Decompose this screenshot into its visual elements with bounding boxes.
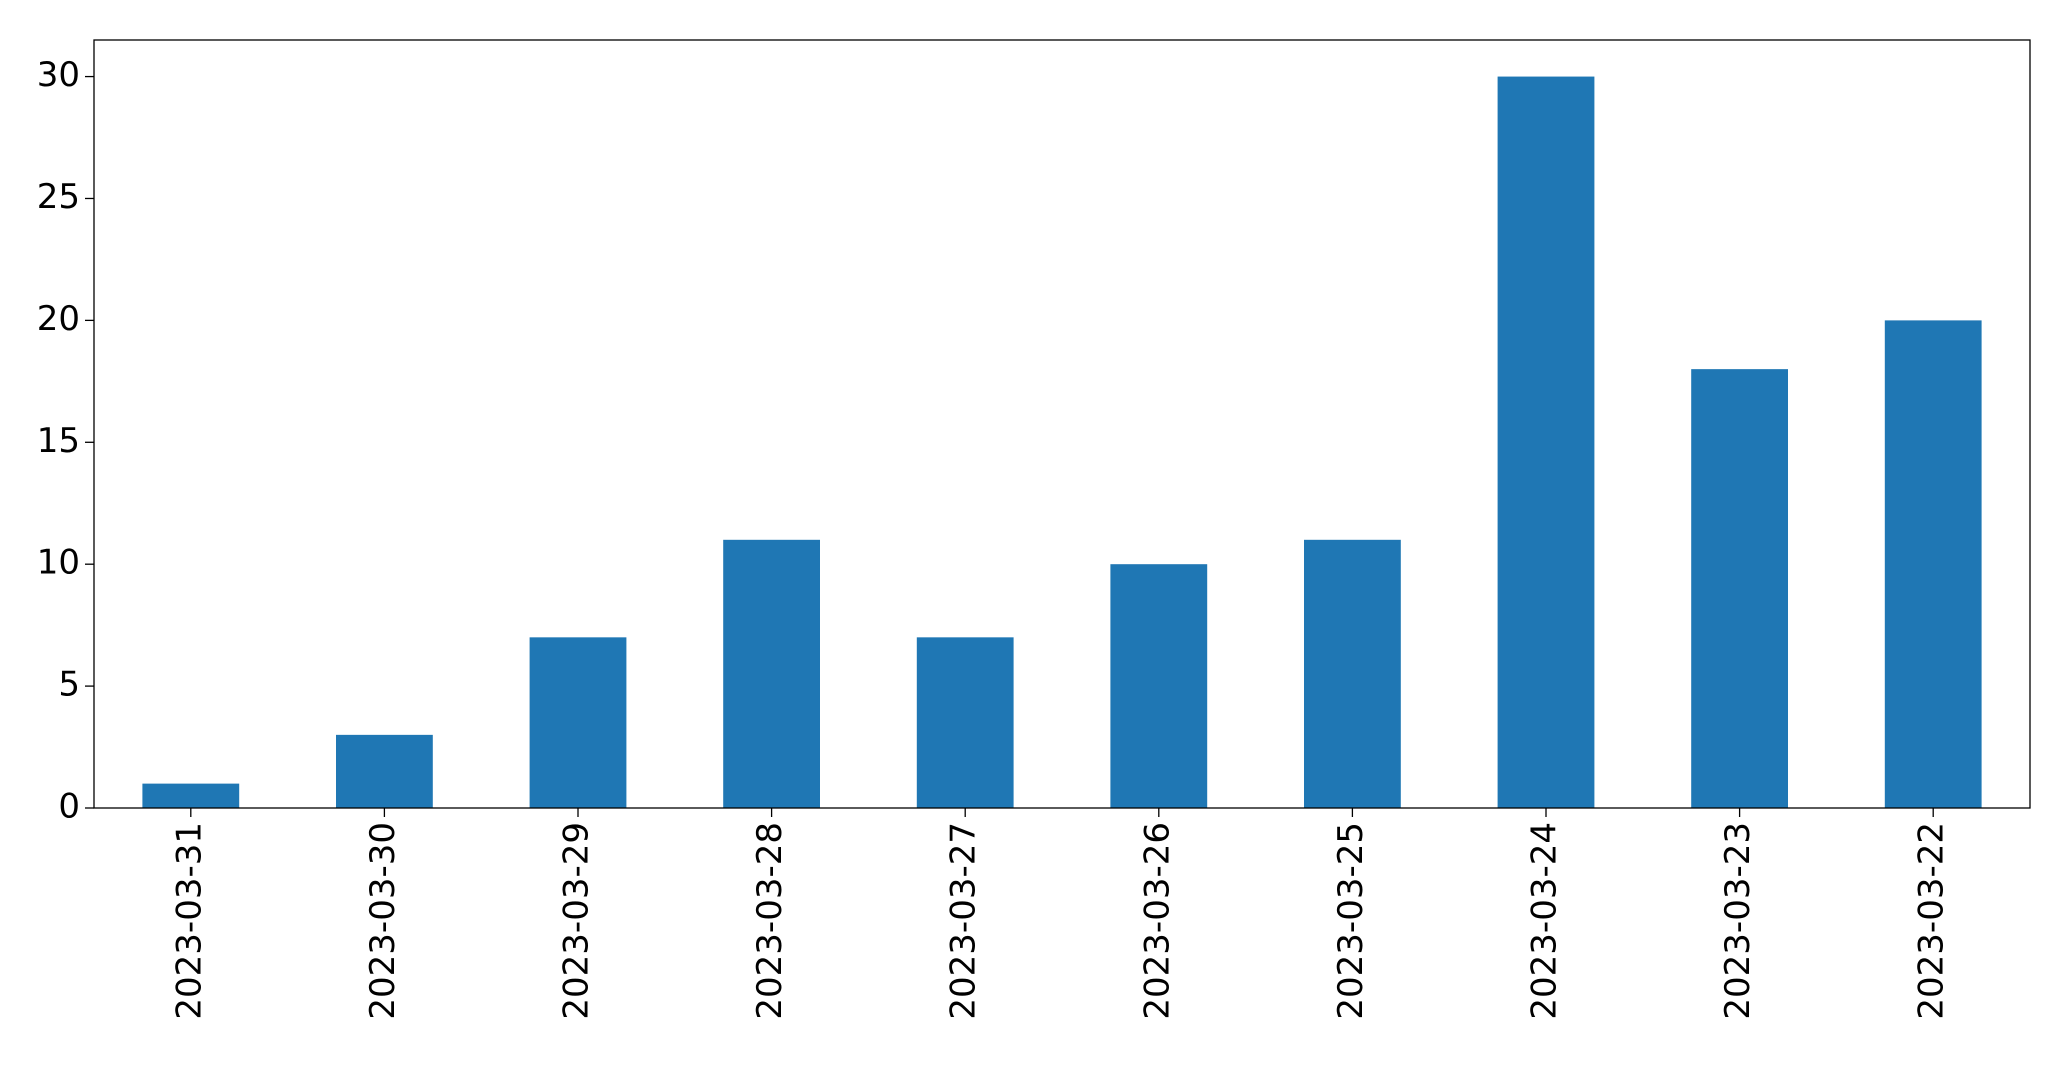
x-tick-label: 2023-03-25: [1331, 822, 1371, 1020]
y-tick-label: 5: [58, 665, 80, 705]
x-tick-label: 2023-03-31: [169, 822, 209, 1020]
x-tick-label: 2023-03-29: [557, 822, 597, 1020]
x-tick-label: 2023-03-30: [363, 822, 403, 1020]
y-tick-label: 15: [37, 421, 80, 461]
y-tick-label: 10: [37, 543, 80, 583]
bar: [723, 539, 820, 808]
bar: [1110, 564, 1208, 808]
bar: [1304, 539, 1401, 808]
bar: [916, 637, 1014, 808]
x-tick-label: 2023-03-27: [944, 822, 984, 1020]
x-tick-label: 2023-03-22: [1912, 822, 1952, 1020]
bar: [336, 734, 433, 808]
bar: [529, 637, 627, 808]
y-tick-label: 0: [58, 787, 80, 827]
y-tick-label: 30: [37, 55, 80, 95]
bar: [1884, 320, 1982, 808]
x-tick-label: 2023-03-28: [750, 822, 790, 1020]
x-tick-label: 2023-03-26: [1137, 822, 1177, 1020]
x-tick-label: 2023-03-24: [1525, 822, 1565, 1020]
y-tick-label: 20: [37, 299, 80, 339]
plot-frame: [93, 39, 2031, 809]
y-tick-label: 25: [37, 177, 80, 217]
bar: [1497, 76, 1595, 809]
bar: [142, 783, 240, 808]
bar: [1691, 369, 1788, 808]
x-tick-label: 2023-03-23: [1718, 822, 1758, 1020]
